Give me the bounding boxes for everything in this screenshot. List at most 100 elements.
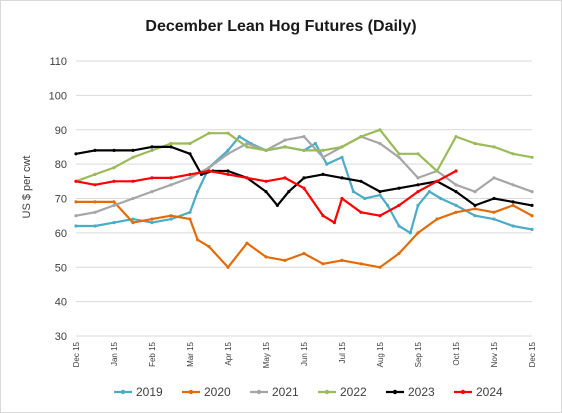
data-point-2023 bbox=[454, 190, 458, 194]
data-point-2019 bbox=[237, 135, 241, 139]
data-point-2022 bbox=[530, 155, 534, 159]
x-tick-label: Aug 15 bbox=[376, 341, 385, 367]
data-point-2023 bbox=[74, 152, 78, 156]
data-point-2020 bbox=[93, 200, 97, 204]
data-point-2020 bbox=[150, 217, 154, 221]
data-point-2023 bbox=[169, 145, 173, 149]
data-point-2021 bbox=[416, 176, 420, 180]
series-line-2020 bbox=[74, 200, 534, 269]
data-point-2022 bbox=[150, 148, 154, 152]
legend-label-2024: 2024 bbox=[476, 385, 503, 399]
data-point-2022 bbox=[264, 148, 268, 152]
data-point-2022 bbox=[416, 152, 420, 156]
data-point-2022 bbox=[321, 148, 325, 152]
data-point-2019 bbox=[473, 214, 477, 218]
data-point-2021 bbox=[188, 176, 192, 180]
data-point-2020 bbox=[302, 251, 306, 256]
data-point-2019 bbox=[427, 190, 431, 194]
data-point-2019 bbox=[131, 217, 135, 221]
data-point-2021 bbox=[169, 183, 173, 187]
legend-label-2019: 2019 bbox=[136, 385, 163, 399]
data-point-2024 bbox=[332, 221, 336, 225]
data-point-2019 bbox=[74, 224, 78, 228]
data-point-2020 bbox=[397, 251, 401, 256]
data-point-2021 bbox=[245, 141, 249, 146]
x-tick-label: Dec 15 bbox=[72, 341, 81, 367]
x-tick-label: Apr 15 bbox=[224, 341, 233, 365]
data-point-2019 bbox=[351, 190, 355, 194]
legend-label-2023: 2023 bbox=[408, 385, 435, 399]
data-point-2020 bbox=[196, 238, 200, 242]
series-line-2024 bbox=[74, 169, 458, 224]
data-point-2019 bbox=[408, 231, 412, 235]
plot-area bbox=[74, 128, 534, 269]
data-point-2020 bbox=[359, 262, 363, 266]
data-point-2019 bbox=[492, 217, 496, 221]
data-point-2022 bbox=[112, 166, 116, 170]
data-point-2023 bbox=[397, 186, 401, 190]
data-point-2020 bbox=[74, 200, 78, 204]
data-point-2024 bbox=[397, 203, 401, 207]
data-point-2024 bbox=[112, 179, 116, 183]
data-point-2024 bbox=[74, 179, 78, 183]
x-tick-label: Jun 15 bbox=[300, 341, 309, 366]
series-line-2023 bbox=[74, 145, 534, 207]
legend-label-2021: 2021 bbox=[272, 385, 299, 399]
data-point-2022 bbox=[188, 141, 192, 146]
data-point-2020 bbox=[530, 214, 534, 218]
legend: 2019 2020 2021 2022 2023 2024 bbox=[114, 385, 503, 399]
data-point-2020 bbox=[245, 241, 249, 245]
legend-marker-2019 bbox=[120, 389, 126, 395]
data-point-2021 bbox=[131, 196, 135, 201]
data-point-2023 bbox=[302, 176, 306, 180]
x-tick-label: May 15 bbox=[262, 341, 271, 368]
chart-title: December Lean Hog Futures (Daily) bbox=[145, 18, 416, 35]
data-point-2020 bbox=[473, 207, 477, 211]
data-point-2022 bbox=[283, 145, 287, 149]
x-tick-label: Mar 15 bbox=[186, 341, 195, 366]
data-point-2021 bbox=[226, 152, 230, 156]
data-point-2020 bbox=[492, 210, 496, 214]
data-point-2023 bbox=[321, 172, 325, 176]
data-point-2023 bbox=[530, 203, 534, 207]
data-point-2022 bbox=[473, 141, 477, 146]
y-tick-label: 100 bbox=[49, 90, 67, 102]
data-point-2021 bbox=[302, 135, 306, 139]
data-point-2022 bbox=[207, 131, 211, 135]
data-point-2024 bbox=[283, 176, 287, 180]
data-point-2021 bbox=[150, 190, 154, 194]
data-point-2021 bbox=[283, 138, 287, 142]
data-point-2021 bbox=[93, 210, 97, 214]
data-point-2019 bbox=[313, 141, 317, 146]
data-point-2023 bbox=[511, 200, 515, 204]
data-point-2020 bbox=[226, 265, 230, 269]
data-point-2020 bbox=[511, 203, 515, 207]
data-point-2022 bbox=[378, 128, 382, 132]
y-tick-labels: 30 40 50 60 70 80 90 100 110 bbox=[49, 56, 67, 343]
data-point-2024 bbox=[435, 179, 439, 183]
data-point-2024 bbox=[416, 190, 420, 194]
data-point-2021 bbox=[492, 176, 496, 180]
data-point-2023 bbox=[112, 148, 116, 152]
data-point-2020 bbox=[207, 245, 211, 249]
data-point-2023 bbox=[264, 190, 268, 194]
y-tick-label: 70 bbox=[55, 194, 67, 206]
x-tick-labels: Dec 15 Jan 15 Feb 15 Mar 15 Apr 15 May 15 Jun … bbox=[72, 341, 537, 368]
data-point-2024 bbox=[321, 214, 325, 218]
data-point-2019 bbox=[386, 203, 390, 207]
data-point-2019 bbox=[340, 155, 344, 159]
data-point-2022 bbox=[245, 145, 249, 149]
data-point-2022 bbox=[454, 135, 458, 139]
data-point-2023 bbox=[150, 145, 154, 149]
data-point-2024 bbox=[359, 210, 363, 214]
data-point-2023 bbox=[226, 169, 230, 173]
data-point-2022 bbox=[492, 145, 496, 149]
data-point-2021 bbox=[454, 183, 458, 187]
data-point-2024 bbox=[188, 172, 192, 176]
data-point-2020 bbox=[283, 258, 287, 262]
data-point-2020 bbox=[435, 217, 439, 221]
y-tick-label: 50 bbox=[55, 262, 67, 274]
y-axis-label: US $ per cwt bbox=[21, 156, 33, 219]
data-point-2020 bbox=[454, 210, 458, 214]
